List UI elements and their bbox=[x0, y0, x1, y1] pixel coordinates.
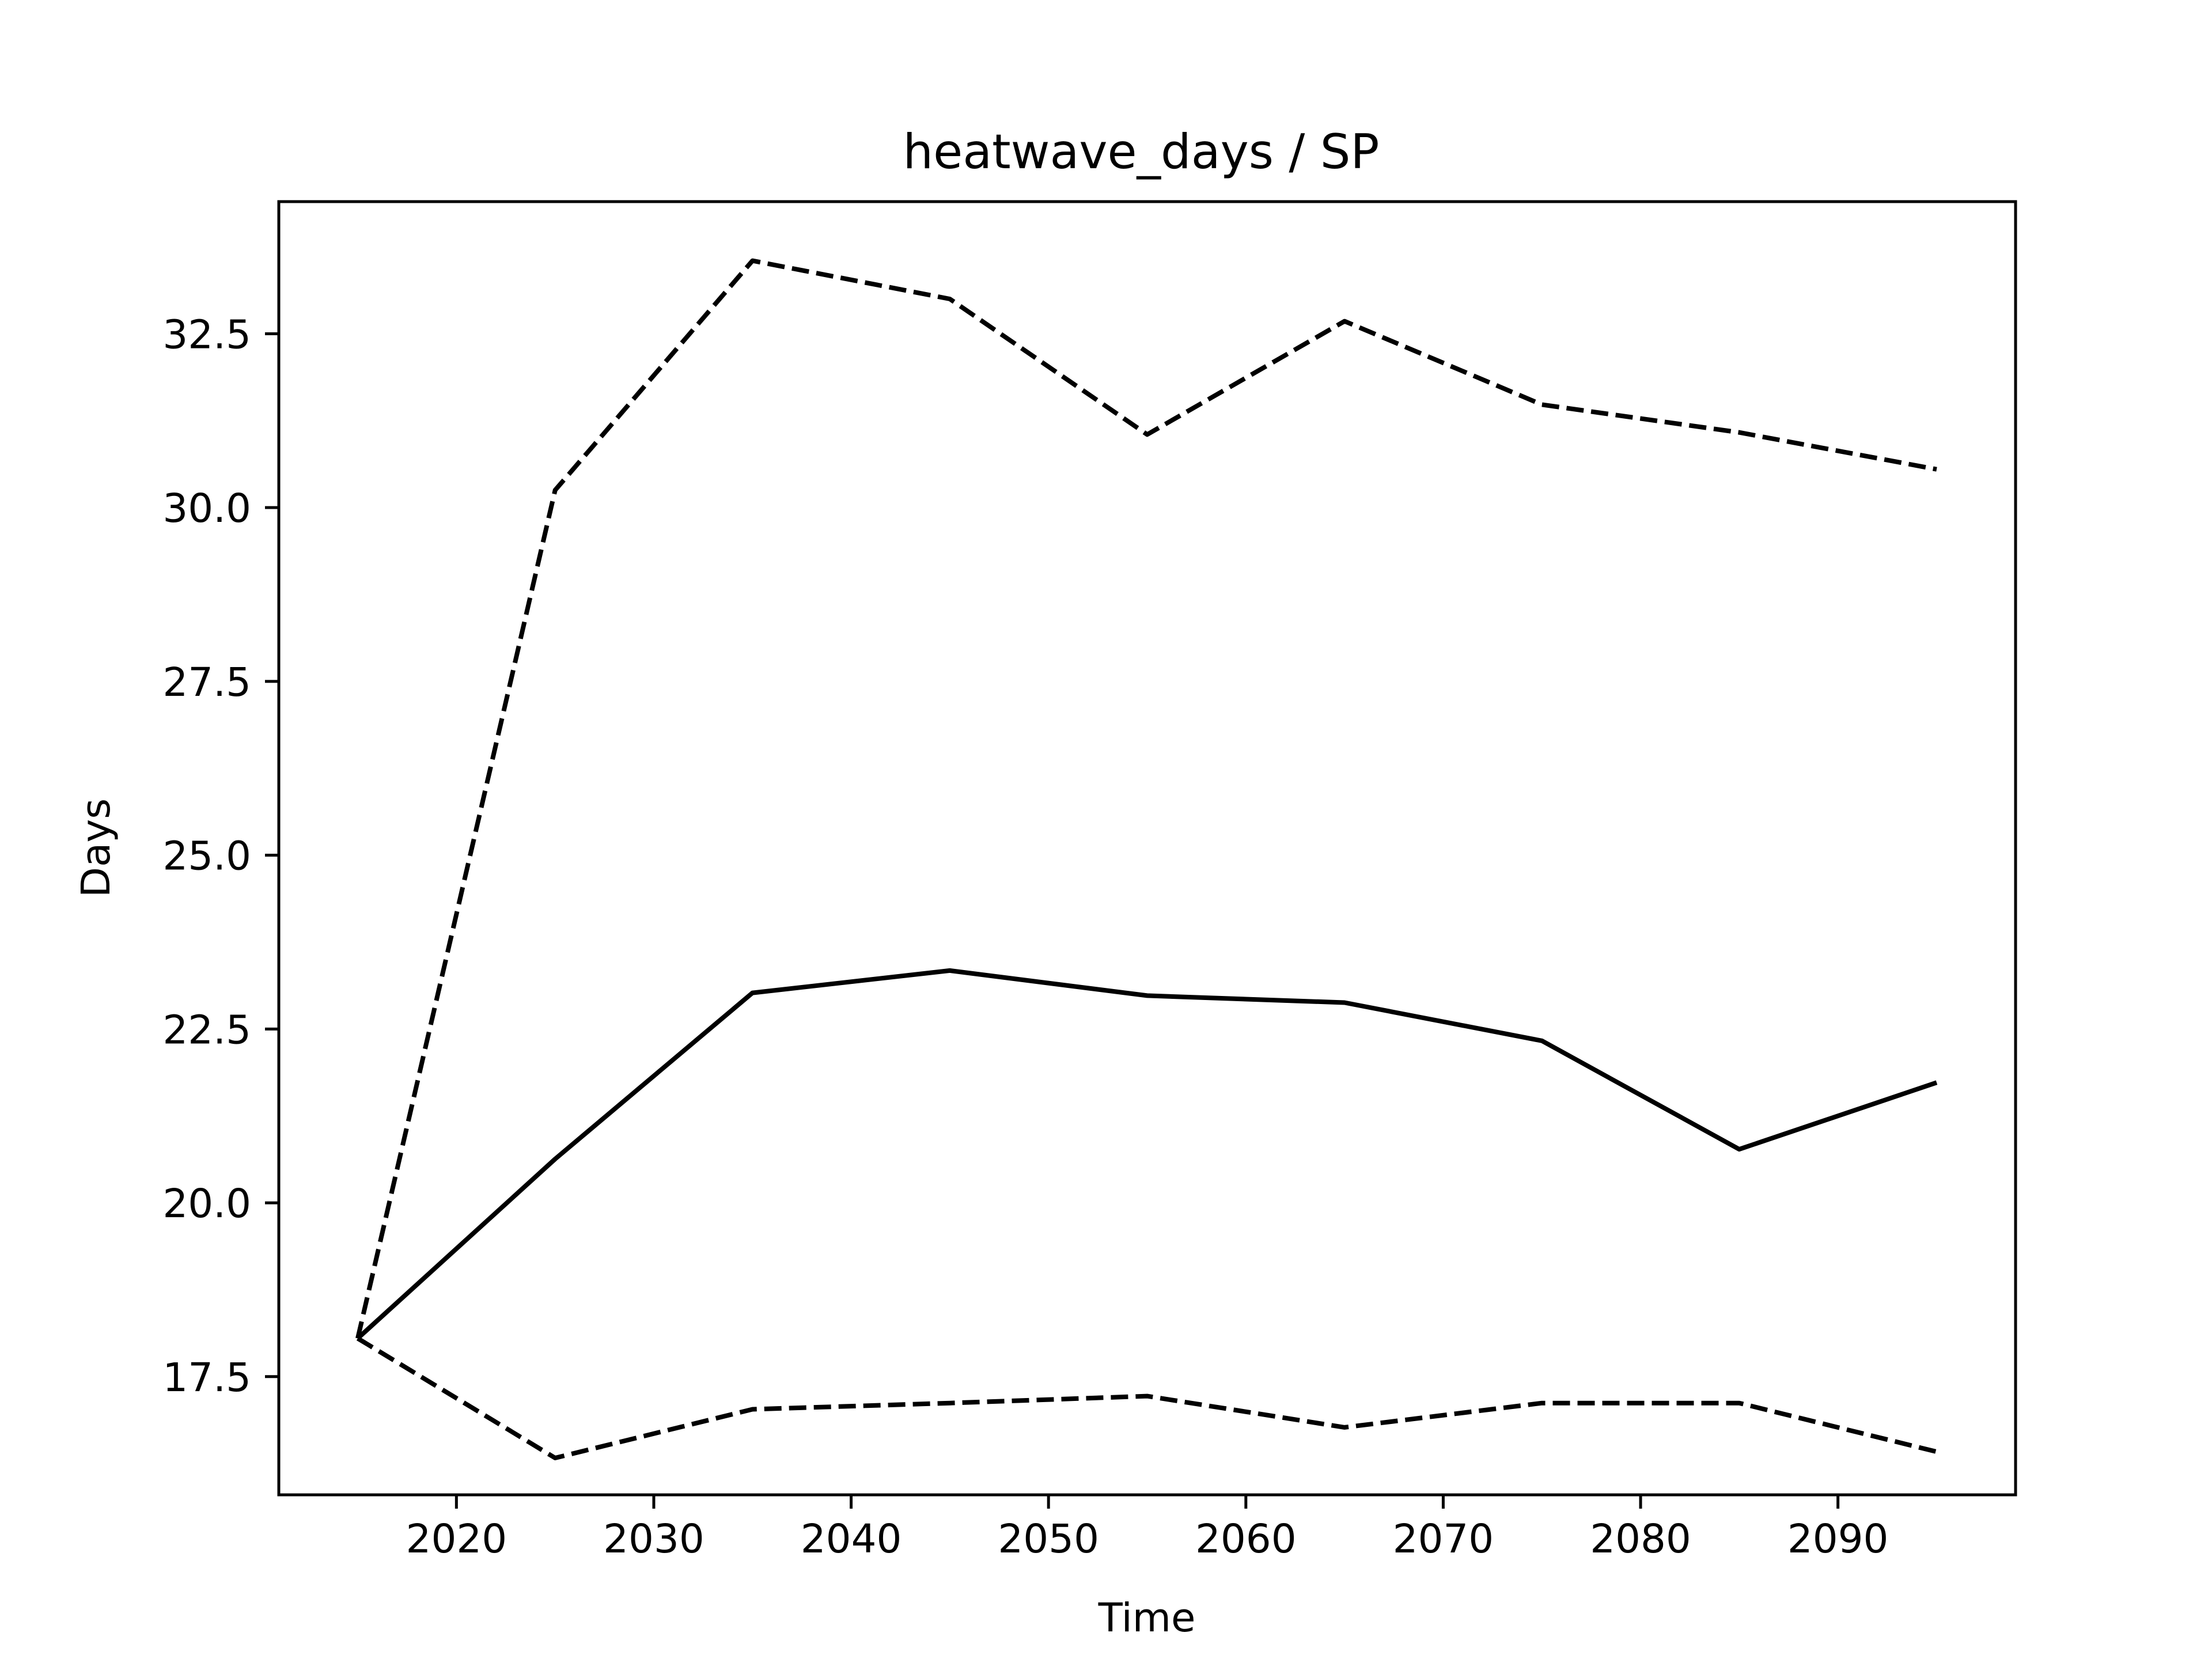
x-tick-label: 2040 bbox=[801, 1516, 902, 1562]
series-line-1 bbox=[356, 968, 1938, 1340]
chart-title: heatwave_days / SP bbox=[903, 124, 1380, 180]
series-line-2 bbox=[355, 258, 1937, 1339]
x-tick-label: 2080 bbox=[1590, 1516, 1691, 1562]
x-tick-label: 2020 bbox=[406, 1516, 507, 1562]
y-tick-label: 25.0 bbox=[162, 834, 251, 880]
plot-area bbox=[277, 200, 2017, 1497]
y-tick-label: 20.0 bbox=[162, 1181, 251, 1227]
x-tick-label: 2030 bbox=[603, 1516, 704, 1562]
x-tick-label: 2070 bbox=[1393, 1516, 1494, 1562]
x-axis: 2020 2030 2040 2050 2060 2070 2080 2090 bbox=[406, 1495, 1889, 1562]
x-tick-label: 2050 bbox=[998, 1516, 1099, 1562]
plot-frame bbox=[277, 200, 2017, 1497]
x-tick-label: 2060 bbox=[1195, 1516, 1297, 1562]
y-tick-label: 17.5 bbox=[162, 1355, 251, 1401]
x-tick-label: 2090 bbox=[1787, 1516, 1889, 1562]
series-layer bbox=[355, 258, 1938, 1460]
y-tick-label: 27.5 bbox=[162, 660, 251, 706]
y-axis: 17.5 20.0 22.5 25.0 27.5 30.0 32.5 bbox=[162, 312, 279, 1401]
series-line-3 bbox=[356, 1336, 1937, 1460]
x-axis-label: Time bbox=[1098, 1595, 1196, 1641]
y-tick-label: 22.5 bbox=[162, 1007, 251, 1053]
y-tick-label: 32.5 bbox=[162, 312, 251, 358]
y-tick-label: 30.0 bbox=[162, 486, 251, 532]
y-axis-label: Days bbox=[73, 798, 119, 897]
